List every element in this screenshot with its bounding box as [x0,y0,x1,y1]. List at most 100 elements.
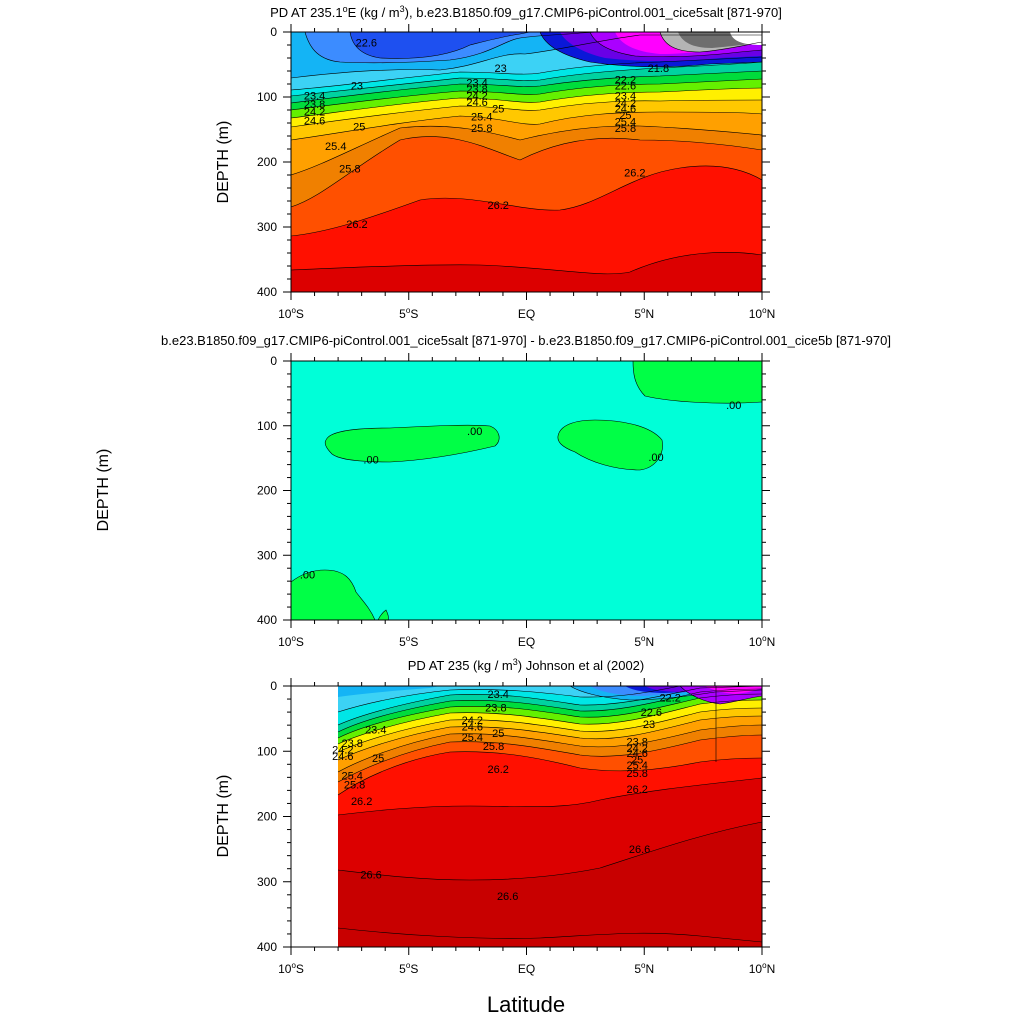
contour-label: .00 [467,426,482,438]
contour-label: 23.8 [466,84,487,96]
isoline [291,251,762,275]
x-tick-label: EQ [518,962,535,976]
contour-label: 25 [372,753,384,765]
band-fill [325,425,500,462]
contour-label: 23 [351,80,363,92]
contour-label: 23.4 [466,78,487,90]
contour-label: 24.6 [462,721,483,733]
x-tick-label: 5oS [399,961,418,976]
contour-label: 26.2 [346,219,367,231]
contour-label: 26.2 [626,784,647,796]
contour-label: 22.6 [356,37,377,49]
contour-label: .00 [363,454,378,466]
contour-label: 22.6 [615,80,636,92]
contour-label: 24.6 [626,748,647,760]
y-tick-label: 0 [270,25,277,39]
panel-difference: b.e23.B1850.f09_g17.CMIP6-piControl.001_… [95,333,891,649]
isoline [291,125,762,176]
y-tick-label: 400 [257,940,277,954]
isoline [659,32,762,53]
band-fill [350,32,530,59]
isoline [337,751,762,796]
x-tick-label: 5oS [399,634,418,649]
contour-label: 23.4 [365,725,386,737]
contour-label: 23.8 [304,99,325,111]
x-tick-label: 5oN [634,306,654,321]
contour-label: 24.6 [304,115,325,127]
y-tick-label: 400 [257,613,277,627]
contour-label: 22.2 [659,693,680,705]
contour-label: 25 [492,104,504,116]
contour-label: 26.2 [351,796,372,808]
isoline [304,32,601,64]
isoline [377,609,389,620]
panel1-contour-lines [291,32,762,275]
contour-label: .00 [726,400,741,412]
y-tick-label: 100 [257,90,277,104]
isoline [679,686,762,705]
y-tick-label: 200 [257,155,277,169]
isoline [337,693,762,739]
x-axis-label: Latitude [487,992,565,1017]
contour-label: 25 [492,728,504,740]
y-tick-label: 0 [270,354,277,368]
panel1-contour-field [291,32,762,292]
panel1-title: PD AT 235.1oE (kg / m3), b.e23.B1850.f09… [270,4,782,20]
contour-label: 25.8 [471,123,492,135]
band-fill [633,361,762,404]
y-tick-label: 200 [257,810,277,824]
panel2-contour-field [291,361,762,620]
isoline [291,569,376,620]
contour-label: .00 [648,452,663,464]
contour-label: 23.4 [304,91,325,103]
contour-label: 25.4 [342,770,363,782]
isoline [324,424,500,463]
contour-label: 22.6 [641,707,662,719]
panel3-ylabel: DEPTH (m) [215,775,232,858]
x-tick-label: 10oN [749,634,775,649]
y-tick-label: 200 [257,484,277,498]
isoline [291,165,762,237]
isoline [569,686,762,701]
y-tick-label: 300 [257,220,277,234]
contour-label: 24.6 [466,97,487,109]
contour-label: 23.4 [615,91,636,103]
contour-label: 25.4 [615,117,636,129]
contour-label: 25.8 [344,780,365,792]
contour-label: 26.2 [488,764,509,776]
panel-model-density: PD AT 235.1oE (kg / m3), b.e23.B1850.f09… [215,4,782,321]
contour-label: 23.8 [626,736,647,748]
y-tick-label: 100 [257,419,277,433]
contour-label: 24.2 [626,743,647,755]
isoline [337,699,762,745]
contour-label: 26.6 [629,844,650,856]
panel2-contour-lines [291,361,762,620]
isoline [337,686,681,713]
isoline [291,61,762,97]
band-fill [705,686,762,694]
contour-label: 24.2 [615,98,636,110]
contour-label: 25.8 [483,741,504,753]
x-tick-label: 10oS [278,961,304,976]
x-tick-label: 5oS [399,306,418,321]
contour-label: 23.8 [342,738,363,750]
contour-label: 25.8 [615,123,636,135]
contour-label: 24.6 [332,751,353,763]
isoline [291,78,762,111]
isoline [337,734,762,783]
isoline [337,707,762,753]
band-fill [557,420,663,470]
isoline [557,419,663,471]
band-fill [291,361,762,620]
band-fill [338,686,440,697]
contour-label: 26.6 [360,870,381,882]
panel3-contour-field [337,686,762,947]
contour-label: 25.8 [339,164,360,176]
contour-label: 25.4 [462,732,483,744]
contour-label: 26.6 [497,891,518,903]
contour-label: 23 [494,63,506,75]
